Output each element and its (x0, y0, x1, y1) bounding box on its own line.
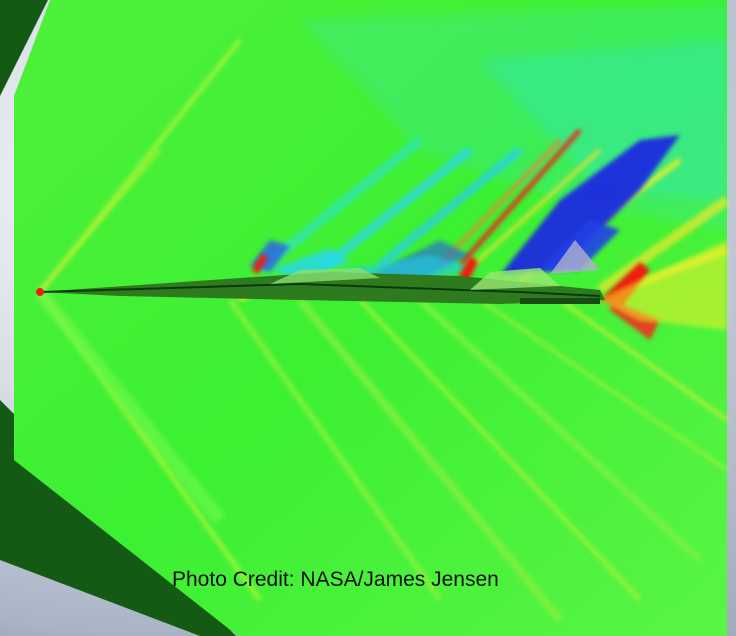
bow-shock (34, 38, 263, 602)
aircraft-silhouette (38, 240, 605, 304)
lower-shock-streaks (227, 297, 729, 623)
compression-spots (235, 240, 727, 340)
photo-credit: Photo Credit: NASA/James Jensen (172, 568, 499, 591)
outer-shock-edge (0, 0, 48, 96)
nose-shock-point (36, 288, 44, 296)
